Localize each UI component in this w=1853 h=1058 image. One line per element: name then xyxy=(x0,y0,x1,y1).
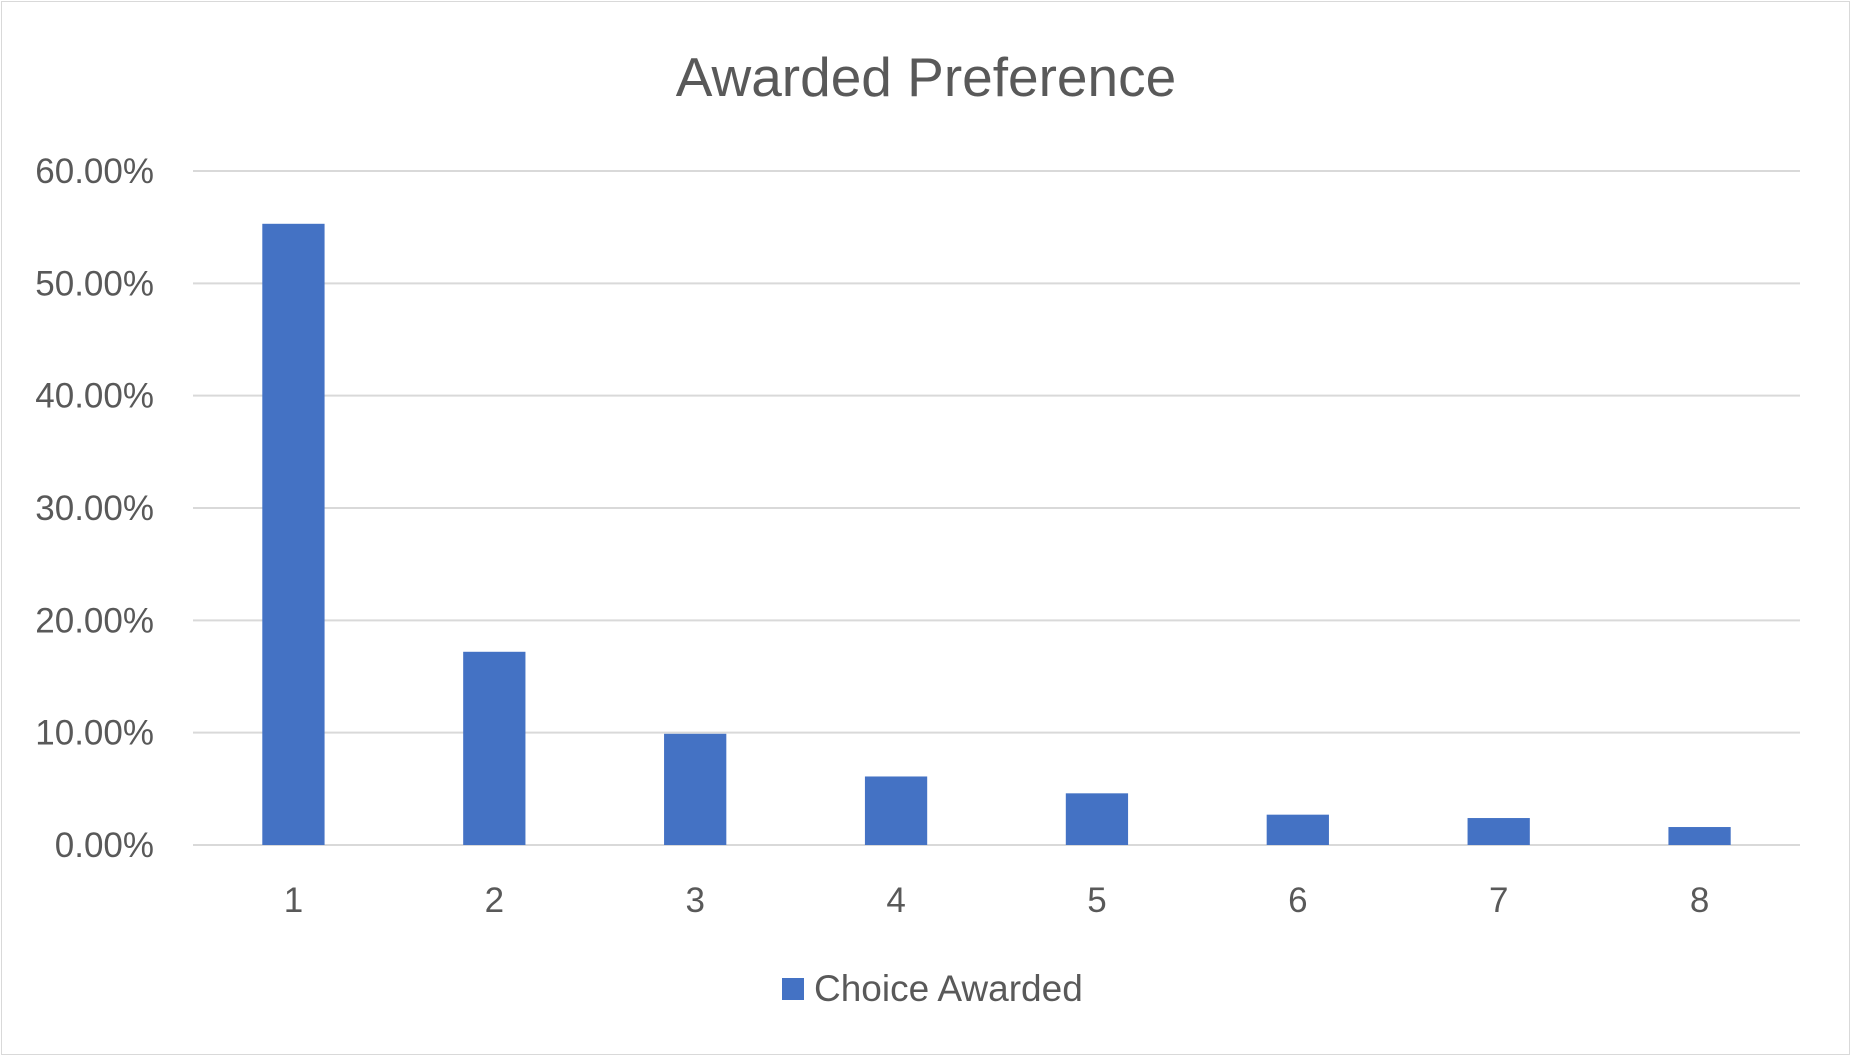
x-tick-label: 3 xyxy=(685,881,704,920)
y-tick-label: 10.00% xyxy=(35,714,154,753)
bar xyxy=(1065,793,1129,845)
bar xyxy=(463,651,526,845)
bar xyxy=(262,223,325,846)
y-tick-label: 30.00% xyxy=(35,489,154,528)
legend-label: Choice Awarded xyxy=(814,968,1083,1009)
x-tick-label: 1 xyxy=(284,881,303,920)
y-tick-label: 50.00% xyxy=(35,264,154,303)
gridlines xyxy=(193,170,1800,846)
y-tick-label: 0.00% xyxy=(55,826,154,865)
x-tick-label: 2 xyxy=(485,881,504,920)
bar xyxy=(1467,818,1530,845)
bars xyxy=(262,223,1731,846)
x-tick-label: 4 xyxy=(886,881,905,920)
y-axis: 0.00% 10.00% 20.00% 30.00% 40.00% 50.00% 60.00… xyxy=(35,152,154,865)
y-tick-label: 40.00% xyxy=(35,377,154,416)
legend: Choice Awarded xyxy=(782,968,1083,1009)
bar xyxy=(664,733,727,845)
bar xyxy=(1266,814,1329,845)
x-tick-label: 8 xyxy=(1690,881,1709,920)
y-tick-label: 60.00% xyxy=(35,152,154,191)
x-tick-label: 6 xyxy=(1288,881,1307,920)
x-axis: 1 2 3 4 5 6 7 8 xyxy=(284,881,1710,920)
y-tick-label: 20.00% xyxy=(35,601,154,640)
bar xyxy=(864,776,928,845)
x-tick-label: 7 xyxy=(1489,881,1508,920)
legend-swatch xyxy=(782,978,804,1000)
x-tick-label: 5 xyxy=(1087,881,1106,920)
chart-title: Awarded Preference xyxy=(676,46,1176,108)
bar xyxy=(1668,827,1731,845)
